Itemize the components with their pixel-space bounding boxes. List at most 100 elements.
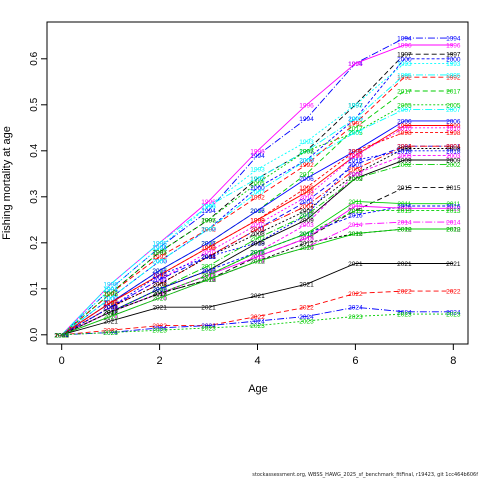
point-label: 2001	[54, 332, 69, 339]
point-label: 1997	[397, 52, 412, 59]
point-label: 2022	[201, 323, 216, 330]
series-1998: 1998 1998 1998 1998 1998 1998 1998 1998 1998	[54, 130, 460, 339]
point-label: 2006	[348, 148, 363, 155]
point-label: 2006	[299, 176, 314, 183]
point-label: 2001	[348, 162, 363, 169]
point-label: 2016	[397, 204, 412, 211]
point-label: 2002	[54, 332, 69, 339]
point-label: 2021	[103, 319, 118, 326]
point-label: 2013	[201, 273, 216, 280]
point-label: 1993	[152, 245, 167, 252]
point-label: 2013	[348, 208, 363, 215]
point-label: 2022	[103, 328, 118, 335]
point-label: 2024	[397, 309, 412, 316]
point-label: 2006	[397, 118, 412, 125]
point-label: 2000	[152, 259, 167, 266]
point-label: 2003	[54, 332, 69, 339]
point-label: 2013	[103, 309, 118, 316]
series-2006: 2006 2006 2006 2006 2006 2006 2006 2006 2006	[54, 118, 460, 339]
point-label: 2023	[397, 312, 412, 319]
point-label: 1994	[250, 153, 265, 160]
point-label: 2015	[152, 291, 167, 298]
series-2007: 2007 2007 2007 2007 2007 2007 2007 2007 2007	[54, 107, 460, 339]
point-label: 2000	[446, 56, 461, 63]
series-line	[61, 306, 454, 336]
point-label: 2003	[446, 153, 461, 160]
point-label: 1998	[103, 300, 118, 307]
point-label: 2014	[397, 220, 412, 227]
point-label: 2006	[103, 300, 118, 307]
point-label: 2012	[299, 240, 314, 247]
point-label: 2004	[299, 204, 314, 211]
point-label: 2008	[446, 146, 461, 153]
point-label: 1999	[250, 217, 265, 224]
point-label: 1998	[201, 245, 216, 252]
series-2010: 2010 2010 2010 2010 2010 2010 2010 2010 2010	[54, 125, 460, 339]
point-label: 2002	[397, 162, 412, 169]
point-label: 2011	[202, 273, 216, 280]
point-label: 1998	[299, 185, 314, 192]
point-label: 2011	[397, 201, 411, 208]
point-label: 2020	[250, 259, 265, 266]
y-tick-label: 0.6	[29, 51, 40, 65]
point-label: 2005	[446, 102, 461, 109]
x-axis: 0 2 4 6 8	[59, 343, 456, 367]
point-label: 2003	[299, 222, 314, 229]
x-tick-label: 4	[254, 355, 260, 367]
point-label: 2003	[348, 171, 363, 178]
point-label: 1993	[348, 102, 363, 109]
point-label: 2004	[103, 305, 118, 312]
series-line	[61, 104, 454, 336]
point-label: 2000	[250, 185, 265, 192]
point-label: 1994	[348, 61, 363, 68]
point-label: 2014	[250, 259, 265, 266]
point-label: 2010	[299, 194, 314, 201]
point-label: 2005	[152, 250, 167, 257]
point-label: 2023	[152, 328, 167, 335]
series-line	[61, 53, 454, 336]
point-label: 2017	[397, 89, 412, 96]
y-tick-label: 0.0	[29, 327, 40, 341]
point-label: 2005	[201, 217, 216, 224]
series-line	[61, 145, 454, 336]
series-2022: 2022 2022 2022 2022 2022 2022 2022 2022 2022	[54, 289, 460, 340]
point-label: 1993	[54, 332, 69, 339]
point-label: 2019	[152, 291, 167, 298]
series-line	[61, 290, 454, 336]
point-label: 2001	[446, 144, 461, 151]
point-label: 2020	[152, 296, 167, 303]
point-label: 2007	[348, 130, 363, 137]
point-label: 1997	[250, 176, 265, 183]
point-label: 2003	[103, 309, 118, 316]
series-2023: 2023 2023 2023 2023 2023 2023 2023 2023 2023	[54, 312, 460, 340]
point-label: 2013	[152, 291, 167, 298]
point-label: 1999	[348, 153, 363, 160]
point-label: 2008	[250, 231, 265, 238]
point-label: 2017	[103, 300, 118, 307]
point-label: 2023	[446, 312, 461, 319]
point-label: 1992	[152, 254, 167, 261]
point-label: 2005	[54, 332, 69, 339]
point-label: 1996	[54, 332, 69, 339]
point-label: 2009	[152, 286, 167, 293]
point-label: 2013	[446, 208, 461, 215]
series-2017: 2017 2017 2017 2017 2017 2017 2017 2017 2017	[54, 89, 460, 340]
point-label: 2001	[152, 277, 167, 284]
point-label: 2015	[201, 277, 216, 284]
point-label: 1996	[397, 43, 412, 50]
point-label: 2006	[54, 332, 69, 339]
point-label: 2022	[152, 323, 167, 330]
point-label: 2002	[152, 286, 167, 293]
series-2012: 2012 2012 2012 2012 2012 2012 2012 2012 2012	[54, 227, 460, 340]
point-label: 2018	[250, 240, 265, 247]
point-label: 2020	[103, 314, 118, 321]
series-2020: 2020 2020 2020 2020 2020 2020 2020 2020 2020	[54, 227, 460, 340]
point-label: 2000	[348, 116, 363, 123]
point-label: 2009	[54, 332, 69, 339]
x-tick-label: 8	[450, 355, 456, 367]
point-label: 2007	[250, 190, 265, 197]
series-line	[61, 131, 454, 336]
point-label: 2010	[446, 125, 461, 132]
point-label: 2014	[201, 277, 216, 284]
